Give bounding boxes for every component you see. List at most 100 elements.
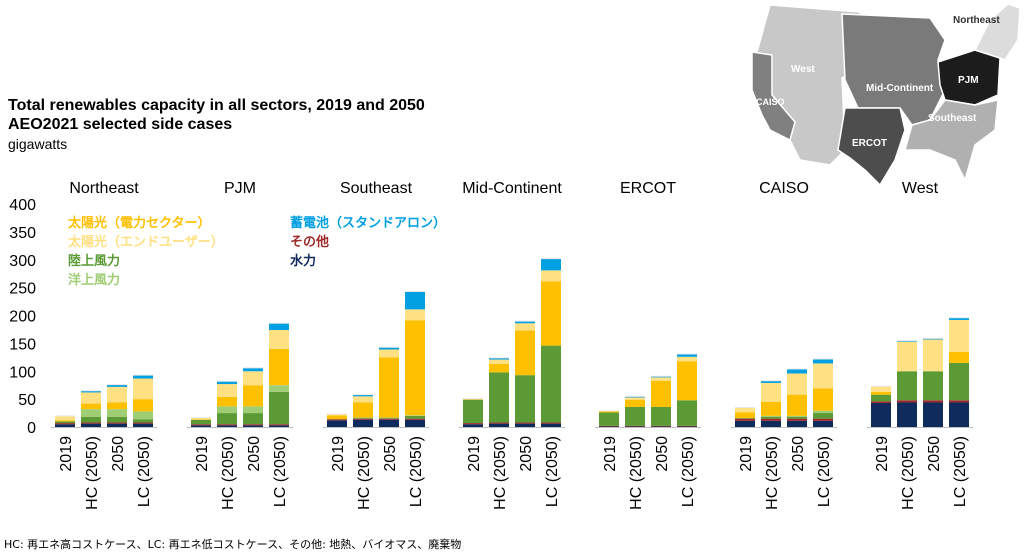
bar-segment xyxy=(515,321,535,324)
bar-segment xyxy=(735,418,755,419)
bar-segment xyxy=(463,399,483,400)
bar-segment xyxy=(379,347,399,350)
case-label: 2050 xyxy=(926,436,943,472)
bar-segment xyxy=(133,419,153,423)
chart-title-line1: Total renewables capacity in all sectors… xyxy=(8,97,425,114)
bar-segment xyxy=(269,385,289,392)
bar-segment xyxy=(379,419,399,427)
case-label: HC (2050) xyxy=(492,436,509,510)
bar-segment xyxy=(107,423,127,427)
bar-segment xyxy=(133,411,153,420)
bar-segment xyxy=(353,394,373,397)
case-label: 2019 xyxy=(194,436,211,472)
bar-segment xyxy=(761,416,781,419)
case-label: 2019 xyxy=(602,436,619,472)
bar-segment xyxy=(327,419,347,421)
bar-segment xyxy=(269,329,289,349)
map-label-mid-continent: Mid-Continent xyxy=(866,83,934,94)
case-label: 2019 xyxy=(466,436,483,472)
bar-segment xyxy=(269,425,289,427)
bar-segment xyxy=(735,412,755,419)
bar-segment xyxy=(489,372,509,423)
bar-segment xyxy=(243,425,263,427)
region-label: ERCOT xyxy=(620,180,676,197)
map-region-ercot xyxy=(837,107,906,187)
bar-segment xyxy=(379,357,399,418)
bar-segment xyxy=(871,394,891,402)
bar-segment xyxy=(379,349,399,358)
y-tick-label: 150 xyxy=(9,336,36,353)
bar-segment xyxy=(489,422,509,424)
bar-segment xyxy=(651,425,671,427)
bar-segment xyxy=(897,341,917,372)
bar-segment xyxy=(327,420,347,427)
bar-segment xyxy=(599,426,619,427)
map-label-southeast: Southeast xyxy=(928,113,977,124)
bar-segment xyxy=(541,258,561,271)
bar-segment xyxy=(541,345,561,423)
bar-segment xyxy=(949,317,969,320)
case-label: 2050 xyxy=(382,436,399,472)
bar-segment xyxy=(923,371,943,401)
bar-segment xyxy=(269,323,289,330)
bar-segment xyxy=(813,388,833,411)
region-label: CAISO xyxy=(759,180,809,197)
bar-segment xyxy=(625,425,645,427)
bar-segment xyxy=(107,384,127,387)
case-label: LC (2050) xyxy=(544,436,561,507)
bar-segment xyxy=(813,413,833,419)
bar-segment xyxy=(327,415,347,420)
map-label-ercot: ERCOT xyxy=(852,138,887,149)
case-label: LC (2050) xyxy=(272,436,289,507)
bar-segment xyxy=(599,425,619,427)
case-label: 2050 xyxy=(654,436,671,472)
bar-segment xyxy=(217,396,237,407)
bar-segment xyxy=(217,424,237,426)
bar-segment xyxy=(625,396,645,398)
bar-segment xyxy=(949,400,969,403)
bar-segment xyxy=(599,412,619,426)
bar-segment xyxy=(651,380,671,407)
bar-segment xyxy=(217,413,237,425)
map-region-northeast xyxy=(973,3,1021,61)
bar-segment xyxy=(651,426,671,427)
region-label: Southeast xyxy=(340,180,413,197)
legend-item: 洋上風力 xyxy=(68,273,121,288)
bar-segment xyxy=(813,410,833,414)
y-tick-label: 100 xyxy=(9,364,36,381)
bar-segment xyxy=(269,391,289,425)
bar-segment xyxy=(677,400,697,426)
bar-segment xyxy=(625,406,645,426)
region-label: Mid-Continent xyxy=(462,180,562,197)
bar-segment xyxy=(923,402,943,427)
bar-segment xyxy=(405,415,425,419)
bar-segment xyxy=(379,418,399,420)
bar-segment xyxy=(677,361,697,401)
case-label: 2050 xyxy=(246,436,263,472)
bar-segment xyxy=(81,403,101,410)
map-region-southeast xyxy=(904,99,999,183)
bar-segment xyxy=(813,418,833,421)
bar-segment xyxy=(949,362,969,401)
legend-item: 陸上風力 xyxy=(68,254,121,269)
bar-segment xyxy=(787,420,807,427)
case-label: LC (2050) xyxy=(952,436,969,507)
case-label: HC (2050) xyxy=(220,436,237,510)
bar-segment xyxy=(133,375,153,379)
map-label-northeast: Northeast xyxy=(953,15,1000,26)
y-tick-label: 250 xyxy=(9,281,36,298)
case-label: LC (2050) xyxy=(136,436,153,507)
bar-segment xyxy=(871,403,891,427)
case-label: 2050 xyxy=(790,436,807,472)
chart-unit: gigawatts xyxy=(8,136,68,152)
bar-segment xyxy=(651,406,671,426)
bar-segment xyxy=(489,423,509,427)
bar-segment xyxy=(949,351,969,363)
case-label: HC (2050) xyxy=(356,436,373,510)
legend-item: その他 xyxy=(290,235,330,250)
bar-segment xyxy=(243,406,263,414)
bar-segment xyxy=(677,425,697,427)
case-label: 2050 xyxy=(110,436,127,472)
bar-segment xyxy=(405,419,425,427)
bar-segment xyxy=(923,339,943,372)
